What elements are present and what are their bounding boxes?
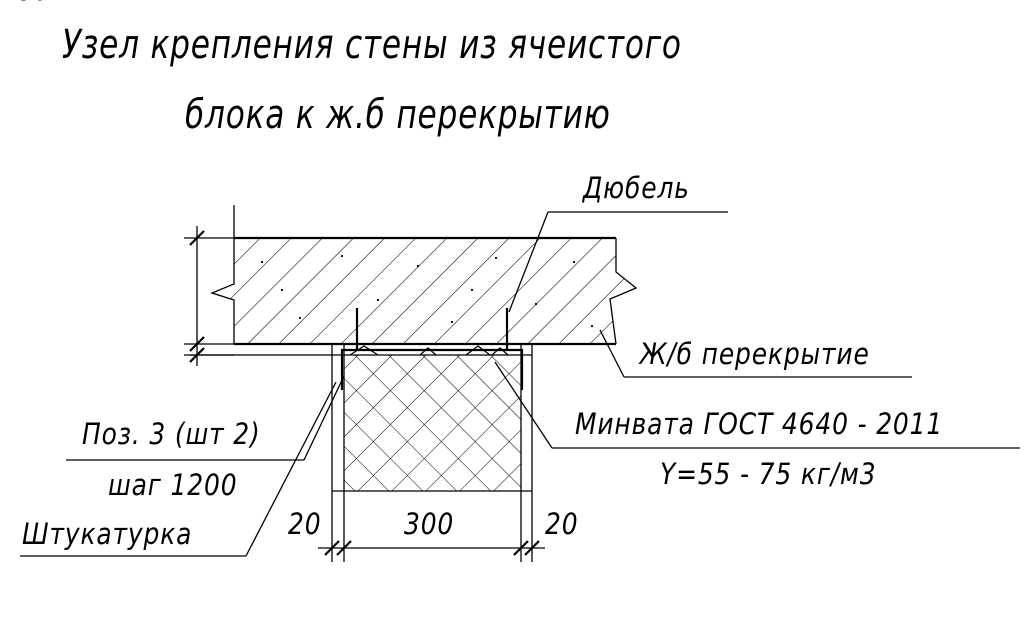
slab-label: Ж/б перекрытие [638, 338, 870, 371]
dowel-label: Дюбель [582, 172, 690, 205]
dimension-left-plaster: 20 [288, 508, 321, 541]
dowel-leader [508, 211, 728, 313]
vertical-dimension-chain [184, 205, 235, 366]
mineral-wool-label-line-2: Y=55 - 75 кг/м3 [660, 458, 876, 491]
concrete-slab [210, 236, 638, 346]
plaster-leader [20, 381, 337, 557]
dimension-wall-width: 300 [404, 508, 454, 541]
title-line-1: Узел крепления стены из ячеистого [62, 22, 682, 68]
dimension-slab-thickness: 180 [0, 0, 50, 8]
position-leader [66, 375, 345, 461]
dimension-right-plaster: 20 [545, 508, 578, 541]
mineral-wool-leader [494, 361, 1020, 449]
slab-leader [599, 329, 912, 378]
position-label-line-2: шаг 1200 [108, 469, 237, 502]
dimension-gap: 20 [0, 0, 33, 8]
mineral-wool-label-line-1: Минвата ГОСТ 4640 - 2011 [575, 408, 943, 441]
aerated-block-wall [331, 344, 533, 492]
plaster-label: Штукатурка [22, 518, 192, 551]
fastening-bracket [340, 308, 524, 390]
horizontal-dimension-chain [318, 491, 545, 562]
position-label-line-1: Поз. 3 (шт 2) [82, 418, 261, 451]
title-line-2: блока к ж.б перекрытию [185, 92, 611, 138]
